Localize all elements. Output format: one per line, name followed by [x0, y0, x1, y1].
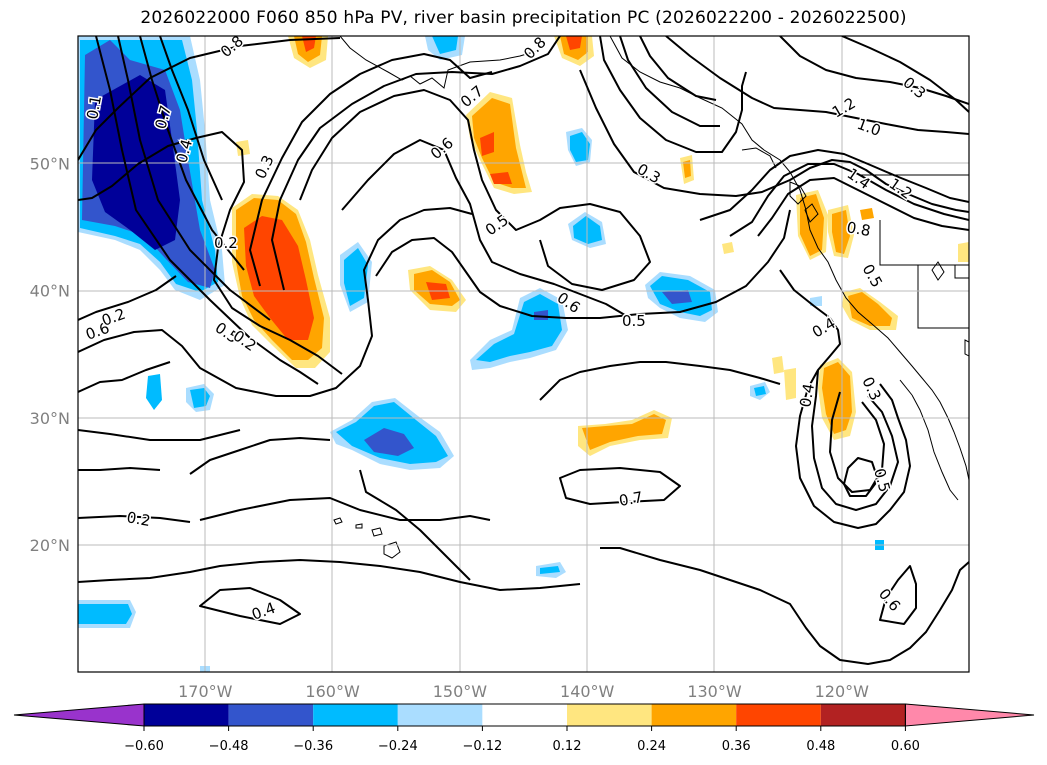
longitude-label: 170°W [178, 682, 233, 701]
longitude-label: 160°W [305, 682, 360, 701]
colorbar-tick-label: −0.36 [293, 739, 333, 754]
map-frame [77, 35, 970, 673]
latitude-label: 50°N [30, 154, 70, 173]
colorbar-segment [651, 704, 737, 726]
longitude-label: 140°W [560, 682, 615, 701]
colorbar-frame [143, 703, 906, 727]
latitude-labels: 50°N 40°N 30°N 20°N [30, 154, 70, 555]
colorbar-segment [313, 704, 398, 726]
latitude-label: 40°N [30, 282, 70, 301]
negative-pc-shading [78, 36, 884, 672]
colorbar-extend-high [904, 703, 1035, 727]
colorbar-tick-label: −0.12 [462, 739, 502, 754]
longitude-label: 150°W [433, 682, 488, 701]
colorbar-tick-label: 0.48 [806, 739, 835, 754]
contour-label: 0.2 [214, 234, 238, 252]
colorbar-segment [397, 704, 483, 726]
colorbar-tick-label: 0.24 [637, 739, 666, 754]
colorbar-segment [482, 704, 567, 726]
colorbar-segment [228, 704, 314, 726]
colorbar-tick-label: 0.12 [553, 739, 582, 754]
colorbar-segment [144, 704, 229, 726]
coastlines [339, 36, 969, 501]
latitude-label: 20°N [30, 536, 70, 555]
colorbar-extend-low [13, 703, 145, 727]
pv-contours [78, 36, 969, 665]
latitude-label: 30°N [30, 409, 70, 428]
map-title: 2026022000 F060 850 hPa PV, river basin … [140, 8, 907, 28]
colorbar-tick-label: −0.24 [378, 739, 418, 754]
longitude-label: 130°W [687, 682, 742, 701]
colorbar-segment [567, 704, 652, 726]
colorbar-segment [820, 704, 906, 726]
colorbar-tick-label: −0.60 [124, 739, 164, 754]
colorbar: −0.60 −0.48 −0.36 −0.24 −0.12 0.12 0.24 0.36 0.4… [13, 703, 1035, 754]
colorbar-tick-label: 0.60 [891, 739, 920, 754]
colorbar-segment [736, 704, 821, 726]
contour-label: 0.1 [83, 94, 105, 121]
contour-label: 0.5 [622, 312, 646, 330]
longitude-labels: 170°W 160°W 150°W 140°W 130°W 120°W [178, 682, 869, 701]
colorbar-tick-label: −0.48 [209, 739, 249, 754]
colorbar-tick-label: 0.36 [722, 739, 751, 754]
longitude-label: 120°W [815, 682, 870, 701]
hawaii-islands [333, 517, 401, 559]
contour-label: 0.7 [618, 488, 645, 510]
